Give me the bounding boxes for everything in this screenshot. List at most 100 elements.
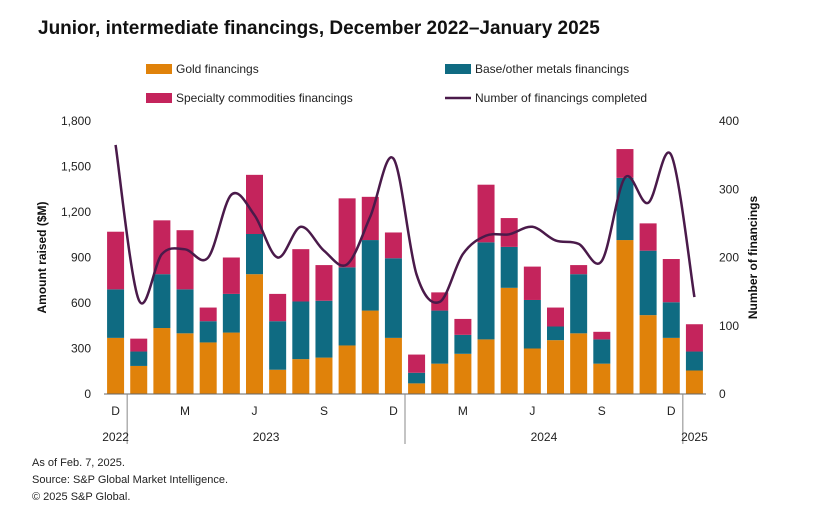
bar-segment [639,315,657,394]
y-tick-label: 300 [71,342,91,356]
y2-tick-label: 200 [719,251,739,265]
footnote-date: As of Feb. 7, 2025. [32,457,125,469]
bar-segment [153,274,171,329]
bar-segment [222,293,240,333]
legend-swatch [445,64,471,74]
y2-tick-label: 300 [719,182,739,196]
bar-segment [523,348,541,394]
bar-segment [431,310,449,364]
bar-segment [662,259,680,303]
bar-segment [269,321,287,370]
bar-segment [269,369,287,394]
bar-segment [593,363,611,394]
count-line [114,144,696,305]
bar-segment [246,274,263,394]
bar-segment [269,293,287,322]
y2-tick-label: 100 [719,319,739,333]
bar-segment [570,265,588,275]
legend-swatch [146,64,172,74]
bar-segment [292,301,310,360]
bar-segment [338,267,356,346]
bar-segment [384,258,402,338]
bar-segment [477,184,495,243]
bar-segment [523,299,541,349]
bar-segment [361,310,379,394]
legend-label: Base/other metals financings [475,62,629,76]
bar-segment [384,337,402,394]
bar-segment [616,177,634,241]
bar-segment [662,302,680,338]
bar-segment [408,383,426,394]
y-tick-label: 1,800 [61,114,91,128]
bar-segment [246,233,263,275]
y-tick-label: 1,500 [61,160,91,174]
bar-segment [593,339,611,364]
x-tick-label: M [458,404,468,418]
legend-swatch [146,93,172,103]
y-tick-label: 0 [84,387,91,401]
bar-segment [107,231,125,290]
bar-segment [454,334,472,354]
x-tick-label: D [389,404,398,418]
bar-segment [107,289,125,338]
bar-segment [454,353,472,394]
bar-segment [130,351,148,366]
bars [107,149,703,394]
x-tick-label: D [667,404,676,418]
y-axis-title: Amount raised ($M) [35,201,49,313]
footnote-source: Source: S&P Global Market Intelligence. [32,474,229,486]
bar-segment [685,351,703,371]
left-axis: 0 300 600 900 1,200 1,500 1,800 Amount raised (… [35,114,91,401]
bar-segment [639,250,657,316]
bar-segment [292,249,310,302]
bar-segment [338,345,356,394]
bar-segment [107,337,125,394]
bar-segment [176,333,194,394]
bar-segment [523,266,541,300]
bar-segment [361,240,379,311]
bar-segment [547,340,564,394]
bar-segment [384,232,402,259]
bar-segment [292,359,310,394]
y-tick-label: 1,200 [61,205,91,219]
x-year-label: 2024 [531,430,558,444]
bar-segment [338,198,356,268]
y2-axis-title: Number of financings [746,196,760,320]
bar-segment [616,149,634,178]
x-tick-label: M [180,404,190,418]
bar-segment [199,321,217,343]
bar-segment [477,242,495,340]
right-axis: 0 100 200 300 400 Number of financings [719,114,760,401]
bar-segment [431,363,449,394]
bar-segment [315,265,333,301]
bar-segment [408,354,426,373]
bar-segment [199,342,217,394]
bar-segment [222,332,240,394]
bar-segment [570,333,588,394]
count-line-path [114,144,696,305]
y2-tick-label: 400 [719,114,739,128]
x-tick-label: J [529,404,535,418]
bar-segment [176,230,194,290]
bar-segment [315,357,333,394]
bar-segment [685,370,703,394]
chart-title: Junior, intermediate financings, Decembe… [38,18,600,39]
x-tick-label: J [252,404,258,418]
bar-segment [222,257,240,294]
legend-label: Gold financings [176,62,259,76]
bar-segment [500,218,518,247]
x-tick-label: S [598,404,606,418]
x-tick-label: D [111,404,120,418]
y-tick-label: 600 [71,296,91,310]
x-year-label: 2025 [681,430,708,444]
bar-segment [246,174,263,234]
y2-tick-label: 0 [719,387,726,401]
bar-segment [408,372,426,384]
bar-segment [639,223,657,251]
bar-segment [477,339,495,394]
x-axis: D M J S D M J S D 2022 2023 2024 2025 [102,393,708,444]
bar-segment [593,331,611,340]
bar-segment [547,326,564,341]
bar-segment [315,300,333,358]
